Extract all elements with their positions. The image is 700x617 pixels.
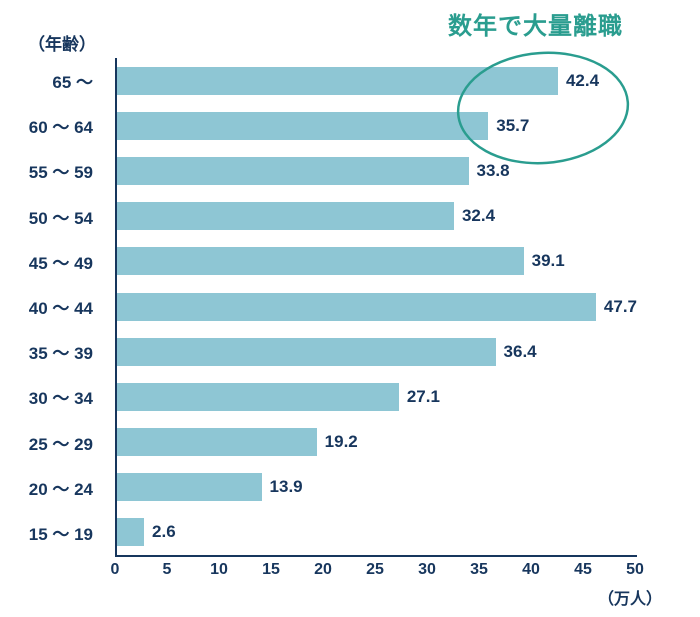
x-tick-label: 5 [162, 561, 172, 578]
bar [117, 111, 489, 140]
bar-value: 36.4 [503, 341, 537, 361]
bar-row: 13.9 [117, 465, 637, 510]
x-unit-label: （万人） [598, 591, 663, 608]
category-label: 35 ～ 39 [28, 344, 93, 364]
category-label: 25 ～ 29 [28, 434, 93, 454]
bar [117, 337, 496, 366]
bar-row: 36.4 [117, 329, 637, 374]
bar-value: 42.4 [565, 70, 600, 90]
bar-value: 13.9 [269, 477, 303, 497]
category-label: 40 ～ 44 [28, 299, 93, 319]
category-label: 30 ～ 34 [28, 389, 93, 409]
x-tick-label: 50 [626, 561, 644, 578]
plot-area: 42.4 35.7 33.8 32.4 39.1 47.7 36.4 27.1 19.2 13.9… [115, 58, 637, 557]
x-tick-label: 15 [262, 561, 280, 578]
x-tick-label: 45 [574, 561, 592, 578]
x-axis: 0 5 10 15 20 25 30 35 40 45 50 [111, 561, 644, 585]
bar [117, 473, 262, 502]
category-label: 55 ～ 59 [28, 163, 93, 183]
category-label: 60 ～ 64 [28, 118, 93, 138]
x-tick-label: 10 [210, 561, 228, 578]
bar-row: 19.2 [117, 420, 637, 465]
x-tick-label: 20 [314, 561, 332, 578]
bar-row: 2.6 [117, 510, 637, 555]
bar-value: 33.8 [476, 160, 510, 180]
bar [117, 66, 558, 95]
category-label: 45 ～ 49 [28, 253, 93, 273]
bar-row: 32.4 [117, 194, 637, 239]
bar-row: 27.1 [117, 374, 637, 419]
annotation-text: 数年で大量離職 [448, 13, 623, 40]
x-tick-label: 0 [110, 561, 120, 578]
bar-value: 39.1 [531, 251, 565, 271]
bar [117, 247, 524, 276]
bar-value: 47.7 [603, 296, 637, 316]
x-tick-label: 35 [470, 561, 488, 578]
bar [117, 428, 317, 457]
bar-value: 27.1 [406, 386, 440, 406]
bar [117, 382, 399, 411]
category-label: 50 ～ 54 [28, 208, 93, 228]
x-tick-label: 30 [418, 561, 436, 578]
bar-value: 35.7 [496, 115, 530, 135]
category-labels-column: 65 ～ 60 ～ 64 55 ～ 59 50 ～ 54 45 ～ 49 40 ～ 44 3… [0, 58, 103, 555]
x-tick-label: 25 [366, 561, 384, 578]
bar-value: 19.2 [324, 432, 358, 452]
bar-row: 39.1 [117, 239, 637, 284]
bar [117, 202, 454, 231]
y-axis-title: （年齢） [28, 35, 96, 54]
bar [117, 518, 145, 547]
category-label: 20 ～ 24 [28, 479, 93, 499]
bar-row: 42.4 [117, 58, 637, 103]
bar-value: 2.6 [152, 522, 176, 542]
bar-row: 33.8 [117, 148, 637, 193]
category-label: 65 ～ [52, 73, 93, 93]
category-label: 15 ～ 19 [28, 524, 93, 544]
bar-row: 47.7 [117, 284, 637, 329]
bar-value: 32.4 [461, 206, 496, 226]
bar [117, 292, 596, 321]
bar-row: 35.7 [117, 103, 637, 148]
x-tick-label: 40 [522, 561, 540, 578]
bar [117, 156, 469, 185]
